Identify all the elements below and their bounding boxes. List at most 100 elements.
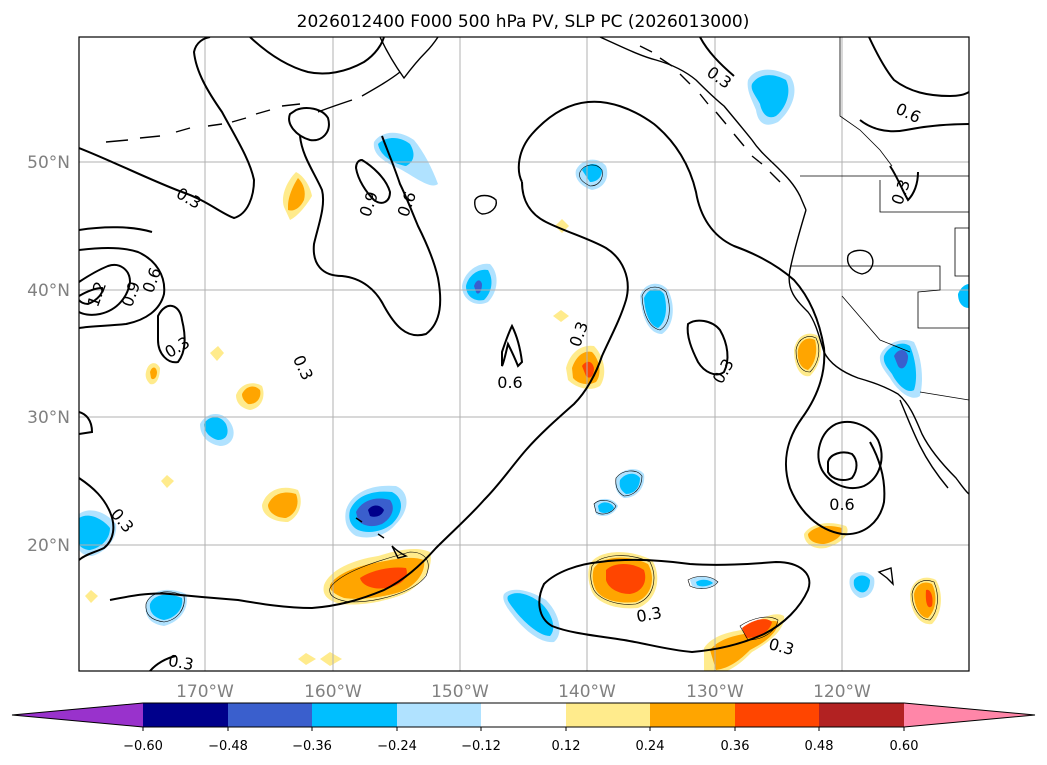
lon-label: 120°W [813,682,871,702]
pv-blob [696,579,713,587]
pv-outline [795,336,820,373]
pv-blob [242,386,261,405]
lat-label: 50°N [27,153,70,173]
contour-0.6 [501,323,524,368]
pv-outline [579,164,603,187]
contour-0.6 [79,247,166,329]
hawaiian-islands [355,517,409,559]
lat-label: 30°N [27,408,70,428]
pv-blob [644,289,666,328]
state-border [879,180,969,213]
aleutian-islands [105,71,401,143]
pv-blob [751,75,789,118]
colorbar-bin [566,703,651,727]
coastlines [105,37,969,586]
small-closed-feature [474,194,497,215]
pv-blob [606,564,646,594]
pv-blob [368,505,384,517]
contour-0.3 [538,558,811,654]
pv-blob [619,473,640,494]
slp-contours [79,37,969,671]
colorbar-bin [735,703,820,727]
pv-outline [687,576,719,589]
contour-0.3 [686,319,729,376]
contour-0.6 [299,135,442,337]
colorbar-bin [819,703,904,727]
contour-label: 0.3 [635,603,663,626]
pv-outline [615,470,643,497]
pv-outline [593,500,617,515]
alaska-panhandle-coast [599,37,807,211]
pv-blob [320,652,342,666]
contour-0.6 [817,421,883,489]
map-frame [78,36,970,672]
colorbar-bin [143,703,228,727]
contour-1.2 [79,286,104,306]
colorbar-tick-label: 0.12 [552,739,581,754]
contour-label: 0.3 [167,651,195,674]
colorbar-extend-min [12,703,143,727]
socorro-island [877,567,894,586]
latitude-labels: 50°N 40°N 30°N 20°N [27,153,70,556]
west-coast-north-america [788,209,969,495]
pv-outline [911,580,938,621]
lon-label: 160°W [304,682,362,702]
colorbar-tick-label: 0.36 [721,739,750,754]
colorbar-tick-labels: −0.60 −0.48 −0.36 −0.24 −0.12 0.12 0.24 … [123,739,918,754]
contour-0.3 [149,655,177,671]
political-borders [790,37,969,401]
contour-0.6 [868,37,969,98]
pv-blob [914,582,936,618]
pv-blob [288,178,305,211]
pv-blob [79,515,110,550]
colorbar-ticks [142,727,905,731]
lon-label: 150°W [431,682,489,702]
state-border [954,227,969,277]
pv-blob [808,526,843,544]
lon-label: 140°W [558,682,616,702]
colorbar-tick-label: 0.48 [805,739,834,754]
pv-blob [298,653,316,665]
contour-0.3 [79,477,115,561]
colorbar-bin [228,703,313,727]
contour-0.3 [79,226,153,233]
pv-blob [268,492,298,518]
contour-0.3 [109,181,629,610]
map-panel: 0.3 0.6 0.9 1.2 0.9 0.6 0.3 0.3 0.6 0.3 … [78,36,970,674]
colorbar-tick-label: −0.60 [123,739,163,754]
pv-outline [641,286,670,331]
pv-positive-anomalies [85,172,941,671]
pv-blob [378,138,414,166]
colorbar-tick-label: −0.12 [461,739,501,754]
contour-0.6 [288,107,330,142]
colorbar-bin [312,703,397,727]
lon-label: 170°W [176,682,234,702]
state-border [841,295,911,353]
pv-blob [598,502,614,513]
pv-blob [161,475,174,488]
pv-blob [925,589,933,608]
pv-blob [797,338,817,370]
contour-label: 0.6 [829,495,854,514]
colorbar-bin [481,703,566,727]
baja-california-coast [899,399,949,489]
lat-label: 20°N [27,536,70,556]
mexico-border [919,391,969,401]
plot-title: 2026012400 F000 500 hPa PV, SLP PC (2026… [297,12,750,32]
contour-0.3 [699,37,735,77]
colorbar-tick-label: 0.24 [636,739,665,754]
colorbar-tick-label: 0.60 [890,739,919,754]
colorbar-bin [650,703,735,727]
pv-outline [329,551,429,603]
colorbar-bin [397,703,482,727]
alaska-peninsula-coast [379,37,439,80]
contour-0.3 [517,100,886,536]
pv-blob [204,417,228,440]
pv-blob [85,590,98,603]
pv-blob-outlines [145,164,938,641]
gridlines [79,37,969,671]
state-border [790,265,969,329]
lat-label: 40°N [27,281,70,301]
contour-0.3 [249,37,385,75]
